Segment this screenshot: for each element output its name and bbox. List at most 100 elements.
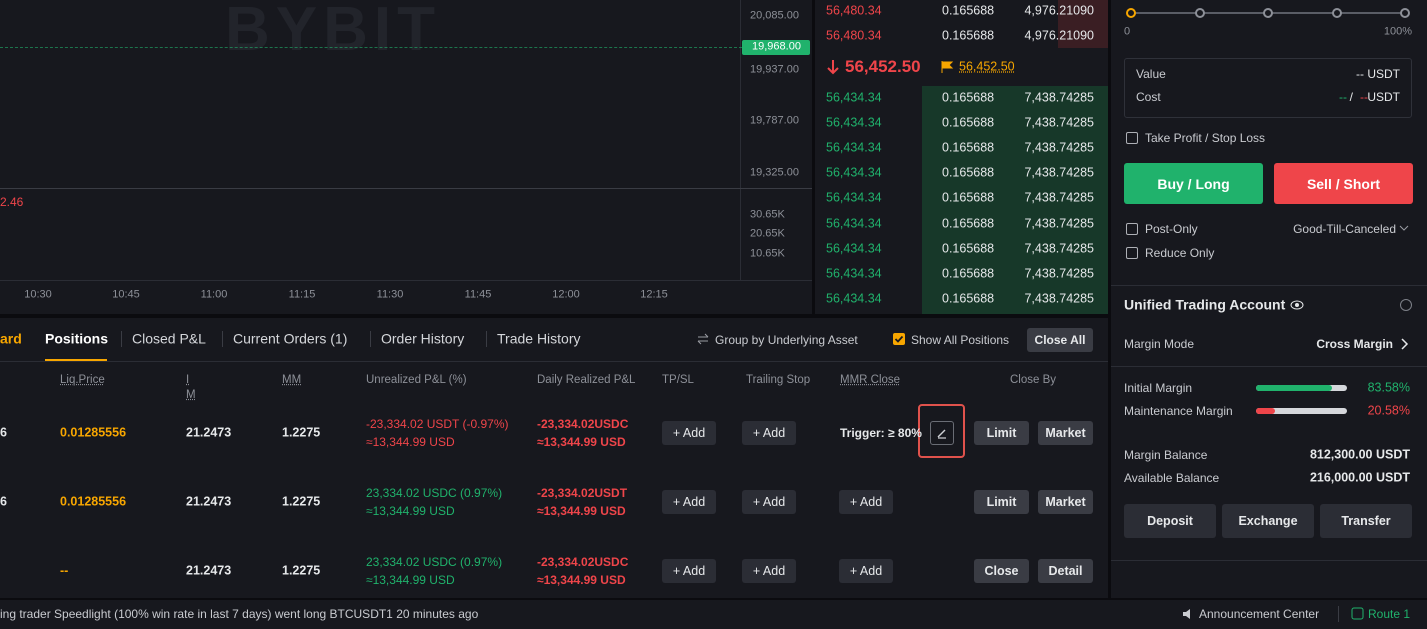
book-size: 0.165688 [942, 266, 995, 281]
cost-sell: -- [1360, 89, 1368, 104]
route-link[interactable]: Route 1 [1368, 606, 1411, 621]
close-by-button[interactable]: Close [974, 559, 1029, 583]
time-axis-line [0, 280, 812, 281]
daily-pnl: -23,334.02USDC [537, 416, 629, 431]
close-all-button[interactable]: Close All [1027, 328, 1093, 352]
book-price: 56,434.34 [826, 90, 882, 105]
maint-margin: 1.2275 [282, 425, 321, 440]
slider-node[interactable] [1195, 8, 1205, 18]
add-trailing[interactable]: + Add [742, 490, 796, 514]
account-button[interactable]: Deposit [1124, 504, 1216, 538]
book-total: 7,438.74285 [1024, 241, 1094, 256]
column-header: Unrealized P&L (%) [366, 374, 467, 387]
reduce-only[interactable]: Reduce Only [1145, 245, 1215, 260]
announcement-link[interactable]: Announcement Center [1199, 606, 1320, 621]
time-in-force[interactable]: Good-Till-Canceled [1293, 221, 1396, 236]
book-total: 7,438.74285 [1024, 90, 1094, 105]
show-all[interactable]: Show All Positions [911, 332, 1010, 347]
balance-label: Margin Balance [1124, 447, 1208, 462]
price-tick: 19,937.00 [750, 63, 799, 76]
column-header: MM [282, 374, 302, 387]
book-price: 56,480.34 [826, 3, 882, 18]
tab[interactable]: Order History [381, 330, 465, 347]
positions-panel [0, 318, 1108, 598]
help-icon[interactable] [1399, 298, 1413, 312]
close-by-button[interactable]: Market [1038, 490, 1093, 514]
column-header: Liq.Price [60, 374, 105, 387]
speaker-icon [1183, 609, 1190, 619]
slider-node[interactable] [1126, 8, 1136, 18]
book-price: 56,434.34 [826, 115, 882, 130]
price-tick: 19,325.00 [750, 166, 799, 179]
tab[interactable]: Trade History [497, 330, 581, 347]
buy-button[interactable]: Buy / Long [1124, 163, 1263, 204]
book-total: 4,976.21090 [1024, 28, 1094, 43]
tab[interactable]: Current Orders (1) [233, 330, 348, 347]
checkbox[interactable] [1126, 247, 1138, 259]
price-tick: 19,787.00 [750, 114, 799, 127]
book-size: 0.165688 [942, 190, 995, 205]
tab[interactable]: Closed P&L [132, 330, 206, 347]
volume-tick: 20.65K [750, 227, 785, 240]
eye-icon [1290, 300, 1304, 310]
value-label: Value [1136, 66, 1166, 81]
close-by-button[interactable]: Market [1038, 421, 1093, 445]
daily-pnl: -23,334.02USDT [537, 485, 628, 500]
sell-button[interactable]: Sell / Short [1274, 163, 1413, 204]
close-by-button[interactable]: Limit [974, 490, 1029, 514]
dropdown-chevron[interactable] [1399, 223, 1409, 233]
tab[interactable]: Positions [45, 330, 109, 347]
book-size: 0.165688 [942, 216, 995, 230]
cost-unit: USDT [1367, 89, 1400, 104]
post-only[interactable]: Post-Only [1145, 221, 1198, 236]
value-box [1124, 58, 1412, 118]
add-trailing[interactable]: + Add [742, 559, 796, 583]
tab-divider [121, 331, 122, 347]
margin-label: Maintenance Margin [1124, 403, 1233, 418]
group-by[interactable]: Group by Underlying Asset [715, 332, 858, 347]
daily-pnl-usd: ≈13,344.99 USD [537, 434, 626, 449]
account-button[interactable]: Exchange [1222, 504, 1314, 538]
price-tick: 20,085.00 [750, 9, 799, 22]
unrealized-pnl-usd: ≈13,344.99 USD [366, 434, 455, 449]
time-tick: 12:15 [640, 288, 668, 301]
mmr-trigger: Trigger: ≥ 80% [840, 425, 922, 440]
available-balance: 216,000.00 USDT [1309, 470, 1410, 485]
close-by-button[interactable]: Detail [1038, 559, 1093, 583]
slider-node[interactable] [1400, 8, 1410, 18]
slider-node[interactable] [1263, 8, 1273, 18]
show-all-checkbox[interactable] [893, 333, 905, 345]
book-total: 7,438.74285 [1024, 291, 1094, 306]
tpsl-option[interactable]: Take Profit / Stop Loss [1145, 130, 1266, 145]
add-mmr[interactable]: + Add [839, 559, 893, 583]
book-size: 0.165688 [942, 115, 995, 130]
slider-node[interactable] [1332, 8, 1342, 18]
add-mmr[interactable]: + Add [839, 490, 893, 514]
position-size: 6 [0, 425, 7, 440]
tab[interactable]: ard [0, 330, 22, 347]
account-button[interactable]: Transfer [1320, 504, 1412, 538]
add-tpsl[interactable]: + Add [662, 421, 716, 445]
tab-divider [222, 331, 223, 347]
time-tick: 11:00 [200, 288, 228, 301]
pane-separator [0, 188, 812, 189]
ticker-message: ing trader Speedlight (100% win rate in … [0, 606, 479, 621]
watermark: BYBIT [225, 0, 441, 64]
add-tpsl[interactable]: + Add [662, 559, 716, 583]
add-tpsl[interactable]: + Add [662, 490, 716, 514]
edit-icon[interactable] [930, 421, 954, 445]
checkbox[interactable] [1126, 132, 1138, 144]
column-header: Trailing Stop [746, 374, 811, 387]
close-by-button[interactable]: Limit [974, 421, 1029, 445]
liq-price: 0.01285556 [60, 494, 127, 509]
time-tick: 10:45 [112, 288, 140, 301]
checkbox[interactable] [1126, 223, 1138, 235]
initial-margin: 21.2473 [186, 494, 232, 509]
chevron[interactable] [1400, 338, 1410, 350]
ask-depth [1058, 0, 1108, 48]
daily-pnl-usd: ≈13,344.99 USD [537, 572, 626, 587]
add-trailing[interactable]: + Add [742, 421, 796, 445]
book-total: 7,438.74285 [1024, 266, 1094, 281]
margin-mode[interactable]: Cross Margin [1316, 336, 1393, 351]
